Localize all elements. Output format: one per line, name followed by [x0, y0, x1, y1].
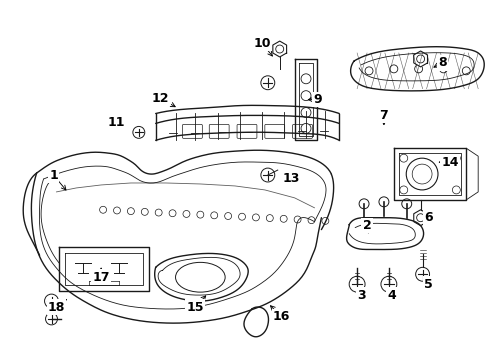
- Circle shape: [414, 65, 422, 73]
- Circle shape: [365, 67, 372, 75]
- Text: 1: 1: [49, 168, 58, 181]
- Circle shape: [301, 108, 310, 117]
- Text: 2: 2: [362, 219, 371, 232]
- Circle shape: [439, 65, 447, 73]
- Text: 7: 7: [379, 109, 387, 122]
- Circle shape: [415, 267, 428, 281]
- Circle shape: [45, 313, 57, 325]
- Text: 18: 18: [48, 301, 65, 314]
- Circle shape: [411, 164, 431, 184]
- Polygon shape: [413, 51, 427, 67]
- Text: 17: 17: [92, 271, 110, 284]
- Circle shape: [358, 199, 368, 209]
- Circle shape: [451, 186, 459, 194]
- Circle shape: [133, 126, 144, 138]
- Circle shape: [399, 186, 407, 194]
- Text: 10: 10: [253, 37, 270, 50]
- Circle shape: [380, 276, 396, 292]
- Circle shape: [389, 65, 397, 73]
- Circle shape: [378, 197, 388, 207]
- Circle shape: [399, 154, 407, 162]
- Circle shape: [260, 168, 274, 182]
- Text: 8: 8: [437, 57, 446, 69]
- Circle shape: [260, 76, 274, 90]
- Circle shape: [461, 67, 469, 75]
- Circle shape: [451, 154, 459, 162]
- Circle shape: [44, 294, 59, 308]
- Circle shape: [275, 45, 283, 53]
- Text: 12: 12: [152, 92, 169, 105]
- Text: 5: 5: [423, 278, 432, 291]
- Text: 3: 3: [356, 289, 365, 302]
- Text: 6: 6: [424, 211, 432, 224]
- Polygon shape: [272, 41, 286, 57]
- Text: 13: 13: [283, 171, 300, 185]
- Circle shape: [416, 55, 424, 63]
- Text: 16: 16: [272, 310, 290, 323]
- Circle shape: [416, 214, 424, 222]
- Circle shape: [301, 91, 310, 100]
- Text: 15: 15: [186, 301, 203, 314]
- Text: 14: 14: [441, 156, 458, 168]
- Text: 11: 11: [107, 116, 124, 129]
- Circle shape: [301, 74, 310, 84]
- Text: 9: 9: [312, 93, 321, 106]
- Circle shape: [401, 199, 411, 209]
- Circle shape: [406, 158, 437, 190]
- Polygon shape: [413, 210, 427, 226]
- Text: 4: 4: [386, 289, 395, 302]
- Circle shape: [348, 276, 365, 292]
- Circle shape: [301, 123, 310, 133]
